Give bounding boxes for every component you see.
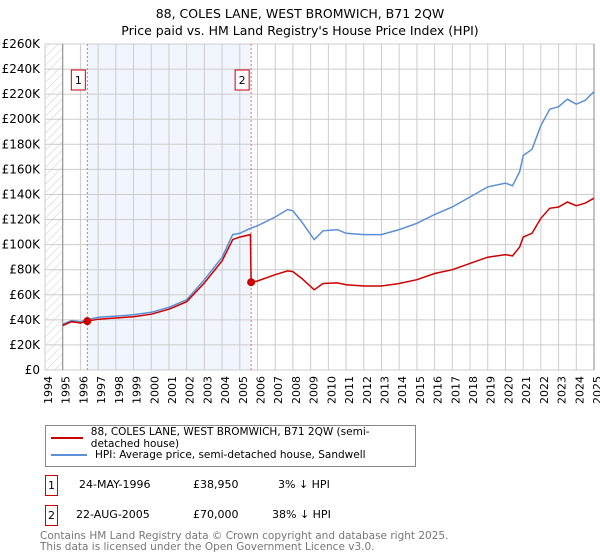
- x-tick-label: 2011: [343, 376, 356, 404]
- x-tick-label: 2009: [308, 376, 321, 404]
- x-tick-label: 2013: [378, 376, 391, 404]
- x-tick-label: 2001: [166, 376, 179, 404]
- chart-title: 88, COLES LANE, WEST BROMWICH, B71 2QW P…: [0, 5, 600, 39]
- transaction-row: 2 22-AUG-2005 £70,000 38% ↓ HPI: [45, 505, 445, 526]
- sale-point: [83, 317, 92, 326]
- x-tick-label: 2002: [184, 376, 197, 404]
- x-tick-label: 1997: [95, 376, 108, 404]
- x-tick-label: 1999: [131, 376, 144, 404]
- legend-item-property: 88, COLES LANE, WEST BROMWICH, B71 2QW (…: [51, 426, 415, 450]
- property-price-line: [62, 197, 595, 327]
- transaction-number: 1: [45, 475, 58, 496]
- x-tick-label: 2016: [432, 376, 445, 404]
- x-tick-label: 2025: [591, 376, 600, 404]
- x-tick-label: 2004: [219, 376, 232, 404]
- footer-line-2: This data is licensed under the Open Gov…: [40, 541, 375, 553]
- x-tick-label: 2015: [414, 376, 427, 404]
- transaction-hpi: 3% ↓ HPI: [278, 478, 330, 491]
- legend-label-property: 88, COLES LANE, WEST BROMWICH, B71 2QW (…: [90, 426, 370, 450]
- legend: 88, COLES LANE, WEST BROMWICH, B71 2QW (…: [45, 425, 416, 467]
- sale-point: [247, 278, 256, 287]
- x-tick-label: 2020: [502, 376, 515, 404]
- transaction-number: 2: [45, 505, 58, 526]
- x-tick-label: 1998: [113, 376, 126, 404]
- legend-label-hpi: HPI: Average price, semi-detached house,…: [95, 449, 366, 461]
- y-tick-label: £180K: [2, 137, 42, 151]
- legend-swatch-red: [51, 437, 83, 439]
- x-tick-label: 2005: [237, 376, 250, 404]
- sale-label-box: [70, 69, 86, 91]
- x-tick-label: 2024: [573, 376, 586, 404]
- footer: Contains HM Land Registry data © Crown c…: [40, 531, 448, 553]
- x-tick-label: 2014: [396, 376, 409, 404]
- x-tick-label: 2018: [467, 376, 480, 404]
- transaction-hpi: 38% ↓ HPI: [272, 508, 331, 521]
- x-tick-label: 2023: [556, 376, 569, 404]
- title-line-2: Price paid vs. HM Land Registry's House …: [121, 23, 479, 38]
- sale-label: 1: [75, 74, 82, 87]
- x-tick-label: 2012: [361, 376, 374, 404]
- y-tick-label: £40K: [9, 313, 41, 327]
- y-tick-label: £0: [25, 363, 40, 377]
- y-tick-label: £60K: [9, 288, 41, 302]
- x-tick-label: 2019: [485, 376, 498, 404]
- x-tick-label: 2021: [520, 376, 533, 404]
- transaction-price: £38,950: [193, 478, 239, 491]
- x-tick-label: 2008: [290, 376, 303, 404]
- y-tick-label: £240K: [2, 62, 42, 76]
- x-tick-label: 2022: [538, 376, 551, 404]
- x-tick-label: 2017: [449, 376, 462, 404]
- legend-swatch-blue: [51, 454, 87, 456]
- y-tick-label: £120K: [2, 213, 42, 227]
- y-tick-label: £100K: [2, 238, 42, 252]
- sale-label-box: [234, 69, 250, 91]
- y-tick-label: £160K: [2, 162, 42, 176]
- hpi-line: [62, 91, 595, 325]
- x-tick-label: 2010: [325, 376, 338, 404]
- footer-line-1: Contains HM Land Registry data © Crown c…: [40, 530, 449, 542]
- x-tick-label: 2006: [255, 376, 268, 404]
- y-tick-label: £80K: [9, 263, 41, 277]
- no-data-hatch: [45, 44, 63, 370]
- sale-label: 2: [239, 74, 246, 87]
- transaction-price: £70,000: [193, 508, 239, 521]
- transaction-row: 1 24-MAY-1996 £38,950 3% ↓ HPI: [45, 475, 445, 496]
- legend-item-hpi: HPI: Average price, semi-detached house,…: [51, 448, 366, 462]
- x-tick-label: 2000: [148, 376, 161, 404]
- transaction-date: 22-AUG-2005: [76, 508, 150, 521]
- x-tick-label: 1994: [42, 376, 55, 404]
- y-tick-label: £220K: [2, 87, 42, 101]
- y-tick-label: £200K: [2, 112, 42, 126]
- transaction-date: 24-MAY-1996: [79, 478, 151, 491]
- x-tick-label: 1996: [77, 376, 90, 404]
- x-tick-label: 2007: [272, 376, 285, 404]
- price-chart: 1994 1995 1996 1997 1998 1999 2000 2001 2002 2003…: [2, 37, 600, 404]
- title-line-1: 88, COLES LANE, WEST BROMWICH, B71 2QW: [155, 6, 445, 21]
- y-tick-label: £260K: [2, 37, 42, 51]
- x-tick-label: 1995: [60, 376, 73, 404]
- y-tick-label: £140K: [2, 187, 42, 201]
- y-tick-label: £20K: [9, 338, 41, 352]
- x-tick-label: 2003: [201, 376, 214, 404]
